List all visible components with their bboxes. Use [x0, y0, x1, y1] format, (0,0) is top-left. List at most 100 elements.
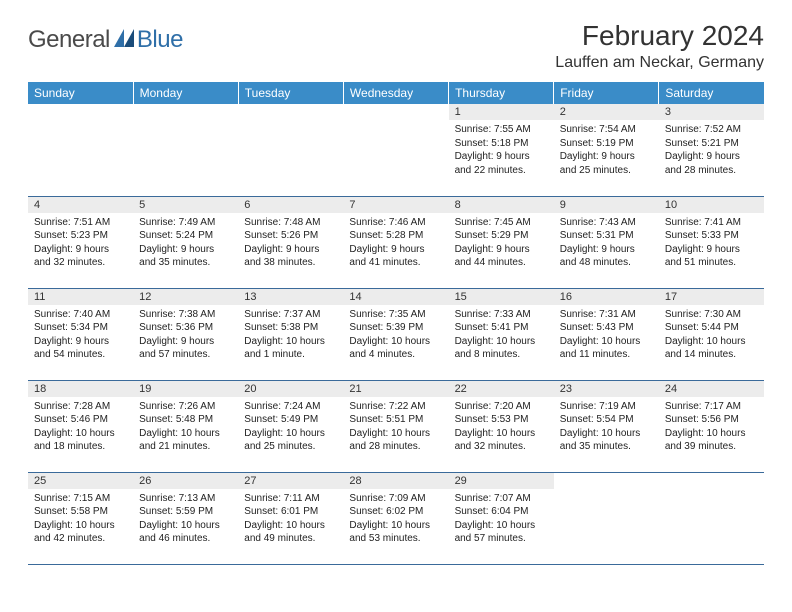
calendar-day-cell: 18Sunrise: 7:28 AMSunset: 5:46 PMDayligh…	[28, 380, 133, 472]
calendar-day-cell: 14Sunrise: 7:35 AMSunset: 5:39 PMDayligh…	[343, 288, 448, 380]
calendar-header-row: SundayMondayTuesdayWednesdayThursdayFrid…	[28, 82, 764, 104]
day-number: 9	[554, 197, 659, 213]
calendar-day-cell	[554, 472, 659, 564]
day-number: 1	[449, 104, 554, 120]
day-detail: Sunrise: 7:13 AMSunset: 5:59 PMDaylight:…	[133, 489, 238, 550]
weekday-header: Saturday	[659, 82, 764, 104]
calendar-day-cell: 1Sunrise: 7:55 AMSunset: 5:18 PMDaylight…	[449, 104, 554, 196]
day-detail: Sunrise: 7:37 AMSunset: 5:38 PMDaylight:…	[238, 305, 343, 366]
day-detail: Sunrise: 7:41 AMSunset: 5:33 PMDaylight:…	[659, 213, 764, 274]
calendar-day-cell: 22Sunrise: 7:20 AMSunset: 5:53 PMDayligh…	[449, 380, 554, 472]
calendar-day-cell: 13Sunrise: 7:37 AMSunset: 5:38 PMDayligh…	[238, 288, 343, 380]
calendar-day-cell: 17Sunrise: 7:30 AMSunset: 5:44 PMDayligh…	[659, 288, 764, 380]
calendar-day-cell: 8Sunrise: 7:45 AMSunset: 5:29 PMDaylight…	[449, 196, 554, 288]
day-number: 12	[133, 289, 238, 305]
calendar-day-cell: 23Sunrise: 7:19 AMSunset: 5:54 PMDayligh…	[554, 380, 659, 472]
day-detail: Sunrise: 7:52 AMSunset: 5:21 PMDaylight:…	[659, 120, 764, 181]
calendar-day-cell: 24Sunrise: 7:17 AMSunset: 5:56 PMDayligh…	[659, 380, 764, 472]
month-title: February 2024	[555, 20, 764, 52]
day-number: 22	[449, 381, 554, 397]
day-number: 17	[659, 289, 764, 305]
calendar-day-cell: 26Sunrise: 7:13 AMSunset: 5:59 PMDayligh…	[133, 472, 238, 564]
calendar-day-cell: 10Sunrise: 7:41 AMSunset: 5:33 PMDayligh…	[659, 196, 764, 288]
day-detail: Sunrise: 7:15 AMSunset: 5:58 PMDaylight:…	[28, 489, 133, 550]
calendar-day-cell: 20Sunrise: 7:24 AMSunset: 5:49 PMDayligh…	[238, 380, 343, 472]
day-number: 20	[238, 381, 343, 397]
day-number: 7	[343, 197, 448, 213]
calendar-day-cell: 21Sunrise: 7:22 AMSunset: 5:51 PMDayligh…	[343, 380, 448, 472]
calendar-day-cell	[238, 104, 343, 196]
calendar-day-cell: 15Sunrise: 7:33 AMSunset: 5:41 PMDayligh…	[449, 288, 554, 380]
weekday-header: Sunday	[28, 82, 133, 104]
calendar-day-cell	[133, 104, 238, 196]
day-detail: Sunrise: 7:51 AMSunset: 5:23 PMDaylight:…	[28, 213, 133, 274]
calendar-day-cell: 2Sunrise: 7:54 AMSunset: 5:19 PMDaylight…	[554, 104, 659, 196]
day-number: 21	[343, 381, 448, 397]
day-detail: Sunrise: 7:43 AMSunset: 5:31 PMDaylight:…	[554, 213, 659, 274]
day-number: 26	[133, 473, 238, 489]
title-block: February 2024 Lauffen am Neckar, Germany	[555, 20, 764, 72]
day-detail: Sunrise: 7:28 AMSunset: 5:46 PMDaylight:…	[28, 397, 133, 458]
day-number: 28	[343, 473, 448, 489]
calendar-week-row: 18Sunrise: 7:28 AMSunset: 5:46 PMDayligh…	[28, 380, 764, 472]
calendar-day-cell: 25Sunrise: 7:15 AMSunset: 5:58 PMDayligh…	[28, 472, 133, 564]
calendar-day-cell: 4Sunrise: 7:51 AMSunset: 5:23 PMDaylight…	[28, 196, 133, 288]
day-detail: Sunrise: 7:19 AMSunset: 5:54 PMDaylight:…	[554, 397, 659, 458]
day-number: 19	[133, 381, 238, 397]
day-number: 5	[133, 197, 238, 213]
day-number: 6	[238, 197, 343, 213]
day-detail: Sunrise: 7:35 AMSunset: 5:39 PMDaylight:…	[343, 305, 448, 366]
day-detail: Sunrise: 7:40 AMSunset: 5:34 PMDaylight:…	[28, 305, 133, 366]
header: General Blue February 2024 Lauffen am Ne…	[28, 20, 764, 72]
day-number: 24	[659, 381, 764, 397]
calendar-day-cell	[659, 472, 764, 564]
calendar-day-cell: 5Sunrise: 7:49 AMSunset: 5:24 PMDaylight…	[133, 196, 238, 288]
day-number: 2	[554, 104, 659, 120]
calendar-week-row: 11Sunrise: 7:40 AMSunset: 5:34 PMDayligh…	[28, 288, 764, 380]
day-number: 10	[659, 197, 764, 213]
weekday-header: Tuesday	[238, 82, 343, 104]
calendar-week-row: 1Sunrise: 7:55 AMSunset: 5:18 PMDaylight…	[28, 104, 764, 196]
day-number: 13	[238, 289, 343, 305]
calendar-day-cell: 29Sunrise: 7:07 AMSunset: 6:04 PMDayligh…	[449, 472, 554, 564]
day-number: 14	[343, 289, 448, 305]
day-number: 18	[28, 381, 133, 397]
day-detail: Sunrise: 7:54 AMSunset: 5:19 PMDaylight:…	[554, 120, 659, 181]
calendar-day-cell: 27Sunrise: 7:11 AMSunset: 6:01 PMDayligh…	[238, 472, 343, 564]
day-detail: Sunrise: 7:33 AMSunset: 5:41 PMDaylight:…	[449, 305, 554, 366]
calendar-day-cell: 7Sunrise: 7:46 AMSunset: 5:28 PMDaylight…	[343, 196, 448, 288]
day-detail: Sunrise: 7:45 AMSunset: 5:29 PMDaylight:…	[449, 213, 554, 274]
calendar-week-row: 4Sunrise: 7:51 AMSunset: 5:23 PMDaylight…	[28, 196, 764, 288]
calendar-day-cell: 16Sunrise: 7:31 AMSunset: 5:43 PMDayligh…	[554, 288, 659, 380]
weekday-header: Wednesday	[343, 82, 448, 104]
day-number: 25	[28, 473, 133, 489]
day-detail: Sunrise: 7:30 AMSunset: 5:44 PMDaylight:…	[659, 305, 764, 366]
day-detail: Sunrise: 7:31 AMSunset: 5:43 PMDaylight:…	[554, 305, 659, 366]
calendar-day-cell: 12Sunrise: 7:38 AMSunset: 5:36 PMDayligh…	[133, 288, 238, 380]
location: Lauffen am Neckar, Germany	[555, 54, 764, 72]
calendar-week-row: 25Sunrise: 7:15 AMSunset: 5:58 PMDayligh…	[28, 472, 764, 564]
day-detail: Sunrise: 7:55 AMSunset: 5:18 PMDaylight:…	[449, 120, 554, 181]
logo-triangle-icon	[114, 29, 134, 47]
calendar-day-cell: 3Sunrise: 7:52 AMSunset: 5:21 PMDaylight…	[659, 104, 764, 196]
calendar-day-cell: 9Sunrise: 7:43 AMSunset: 5:31 PMDaylight…	[554, 196, 659, 288]
day-number: 29	[449, 473, 554, 489]
weekday-header: Thursday	[449, 82, 554, 104]
day-detail: Sunrise: 7:48 AMSunset: 5:26 PMDaylight:…	[238, 213, 343, 274]
day-detail: Sunrise: 7:09 AMSunset: 6:02 PMDaylight:…	[343, 489, 448, 550]
logo: General Blue	[28, 26, 183, 54]
day-detail: Sunrise: 7:22 AMSunset: 5:51 PMDaylight:…	[343, 397, 448, 458]
weekday-header: Friday	[554, 82, 659, 104]
day-detail: Sunrise: 7:11 AMSunset: 6:01 PMDaylight:…	[238, 489, 343, 550]
day-number: 4	[28, 197, 133, 213]
day-detail: Sunrise: 7:38 AMSunset: 5:36 PMDaylight:…	[133, 305, 238, 366]
day-number: 15	[449, 289, 554, 305]
day-number: 27	[238, 473, 343, 489]
calendar-day-cell	[28, 104, 133, 196]
calendar-day-cell: 6Sunrise: 7:48 AMSunset: 5:26 PMDaylight…	[238, 196, 343, 288]
day-detail: Sunrise: 7:26 AMSunset: 5:48 PMDaylight:…	[133, 397, 238, 458]
day-detail: Sunrise: 7:24 AMSunset: 5:49 PMDaylight:…	[238, 397, 343, 458]
calendar-day-cell: 11Sunrise: 7:40 AMSunset: 5:34 PMDayligh…	[28, 288, 133, 380]
calendar-day-cell: 28Sunrise: 7:09 AMSunset: 6:02 PMDayligh…	[343, 472, 448, 564]
day-number: 11	[28, 289, 133, 305]
